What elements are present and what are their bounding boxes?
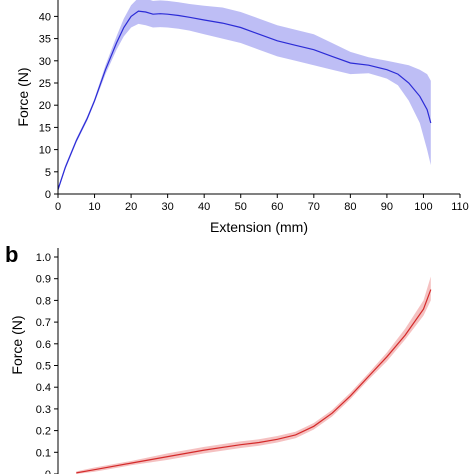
panel-b-y-tick-label: 0 <box>45 469 51 474</box>
panel-b-y-tick-label: 1.0 <box>36 252 51 264</box>
panel-a-axes <box>57 0 460 195</box>
panel-a-y-ticks: 0 5 10 15 20 25 30 35 40 <box>39 11 58 201</box>
panel-a-series-0-band <box>58 0 431 192</box>
panel-a-y-tick-label: 10 <box>39 145 51 157</box>
panel-a-x-tick-label: 80 <box>344 201 356 213</box>
panel-a-y-tick-label: 20 <box>39 100 51 112</box>
panel-a-x-tick-label: 0 <box>55 201 61 213</box>
panel-a-x-tick-label: 30 <box>162 201 174 213</box>
panel-a-x-ticks: 0 10 20 30 40 50 60 70 80 90 100 110 <box>55 194 469 213</box>
panel-a-y-tick-label: 30 <box>39 56 51 68</box>
panel-a-y-tick-label: 15 <box>39 122 51 134</box>
panel-b-y-tick-label: 0.9 <box>36 274 51 286</box>
panel-b-y-axis-title: Force (N) <box>9 315 25 374</box>
panel-b-y-tick-label: 0.3 <box>36 404 51 416</box>
panel-a-y-tick-label: 0 <box>45 189 51 201</box>
panel-a-x-tick-label: 70 <box>308 201 320 213</box>
panel-a-x-tick-label: 20 <box>125 201 137 213</box>
panel-b-line-layer <box>76 289 432 474</box>
panel-b-y-tick-label: 0.4 <box>36 382 51 394</box>
panel-a-x-tick-label: 60 <box>271 201 283 213</box>
panel-a-x-tick-label: 100 <box>414 201 432 213</box>
panel-b-y-tick-label: 0.2 <box>36 426 51 438</box>
panel-a-y-tick-label: 5 <box>45 167 51 179</box>
panel-a-x-tick-label: 40 <box>198 201 210 213</box>
chart-panel-b: b 0 0.1 0.2 0.3 0.4 0.5 0.6 0.7 0.8 0.9 1.0 Force … <box>5 242 432 474</box>
panel-a-series-0-line <box>57 10 432 190</box>
panel-b-y-tick-label: 0.8 <box>36 295 51 307</box>
panel-a-y-tick-label: 40 <box>39 11 51 23</box>
chart-panel-a: 0 10 20 30 40 50 60 70 80 90 100 110 0 5 10 15 20 25 30 35… <box>15 0 469 235</box>
panel-a-x-axis-title: Extension (mm) <box>210 219 308 235</box>
panel-a-y-tick-label: 25 <box>39 78 51 90</box>
panel-a-x-tick-label: 90 <box>381 201 393 213</box>
panel-b-y-tick-label: 0.7 <box>36 317 51 329</box>
panel-b-y-tick-label: 0.5 <box>36 361 51 373</box>
panel-b-y-tick-label: 0.1 <box>36 447 51 459</box>
panel-a-y-axis-title: Force (N) <box>15 67 31 126</box>
panel-b-y-ticks: 0 0.1 0.2 0.3 0.4 0.5 0.6 0.7 0.8 0.9 1.0 <box>36 252 58 474</box>
panel-a-line-layer <box>57 10 432 190</box>
panel-a-band-layer <box>58 0 431 192</box>
panel-a-x-tick-label: 10 <box>88 201 100 213</box>
panel-a-x-tick-label: 110 <box>451 201 469 213</box>
panel-b-series-0-line <box>76 289 432 474</box>
panel-b-band-layer <box>76 276 431 474</box>
panel-b-label: b <box>5 242 18 267</box>
panel-a-x-tick-label: 50 <box>235 201 247 213</box>
panel-b-y-tick-label: 0.6 <box>36 339 51 351</box>
panel-a-y-tick-label: 35 <box>39 34 51 46</box>
panel-b-series-0-band <box>76 276 431 474</box>
